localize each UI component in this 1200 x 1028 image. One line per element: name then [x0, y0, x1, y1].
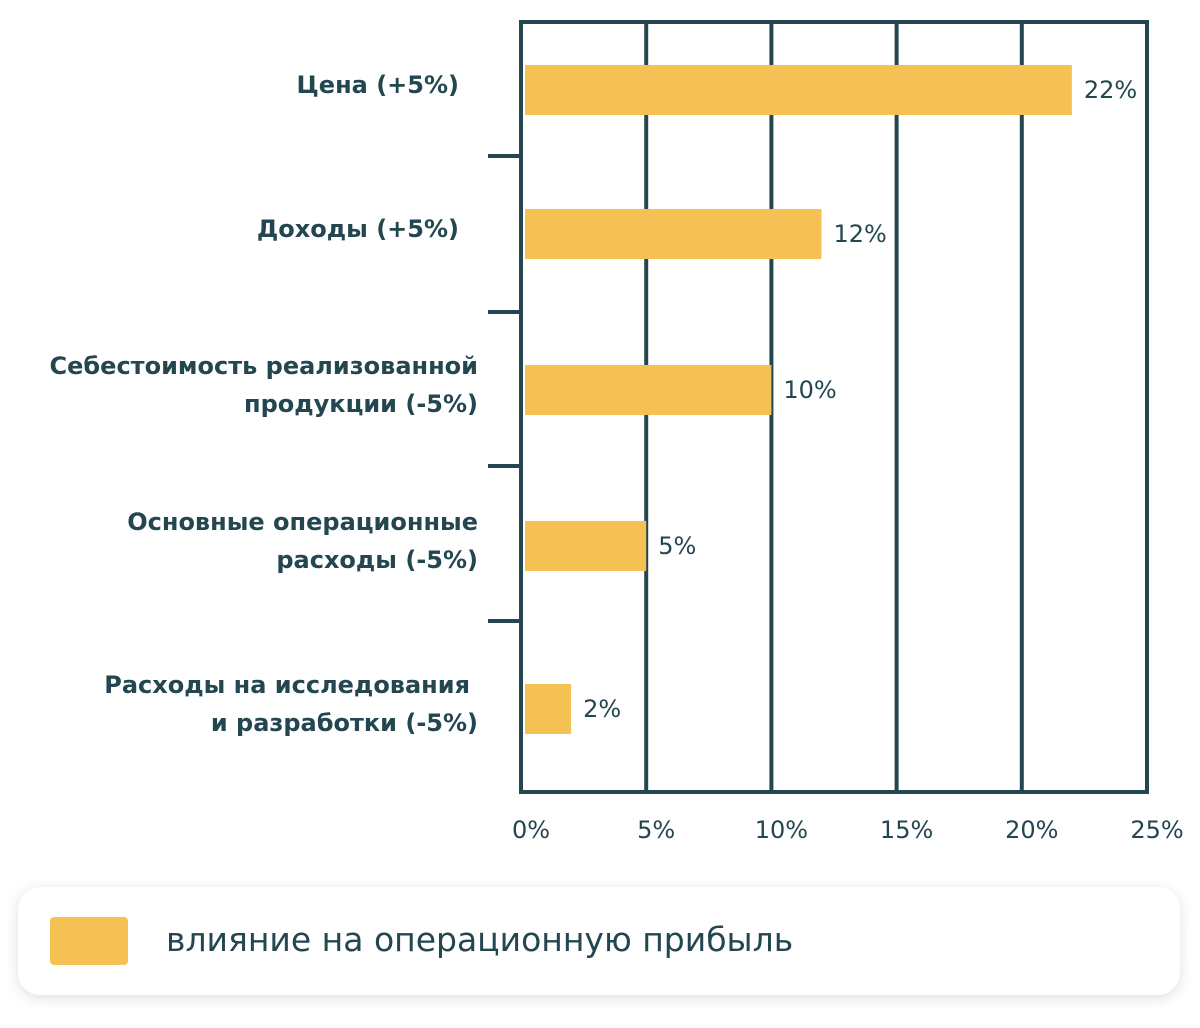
bar	[525, 684, 572, 734]
x-tick-label: 15%	[880, 816, 933, 844]
bar	[525, 65, 1072, 115]
bar-value-label: 12%	[833, 220, 886, 248]
category-label: продукции (-5%)	[244, 390, 478, 418]
category-label: Себестоимость реализованной	[50, 352, 478, 380]
x-tick-label: 0%	[512, 816, 550, 844]
bar	[525, 521, 647, 571]
bar-value-label: 5%	[658, 532, 696, 560]
legend-swatch	[50, 917, 128, 965]
category-label: расходы (-5%)	[276, 546, 478, 574]
x-tick-label: 20%	[1005, 816, 1058, 844]
legend: влияние на операционную прибыль	[18, 887, 1180, 995]
category-label: Цена (+5%)	[297, 71, 459, 99]
plot-frame	[519, 20, 1149, 794]
x-tick-label: 10%	[755, 816, 808, 844]
category-label: и разработки (-5%)	[211, 709, 478, 737]
category-label: Основные операционные	[127, 508, 478, 536]
category-label: Доходы (+5%)	[257, 215, 459, 243]
category-label: Расходы на исследования	[104, 671, 470, 699]
bar-value-label: 22%	[1084, 76, 1137, 104]
bar-value-label: 10%	[783, 376, 836, 404]
x-tick-label: 25%	[1130, 816, 1183, 844]
bar-chart: 22% 12% 10% 5% 2% Цена (+5%) Доходы (+5%) Себес…	[50, 20, 1184, 844]
x-tick-label: 5%	[637, 816, 675, 844]
legend-label: влияние на операционную прибыль	[166, 920, 794, 959]
bar-value-label: 2%	[583, 695, 621, 723]
bar	[525, 209, 822, 259]
bar	[525, 365, 772, 415]
